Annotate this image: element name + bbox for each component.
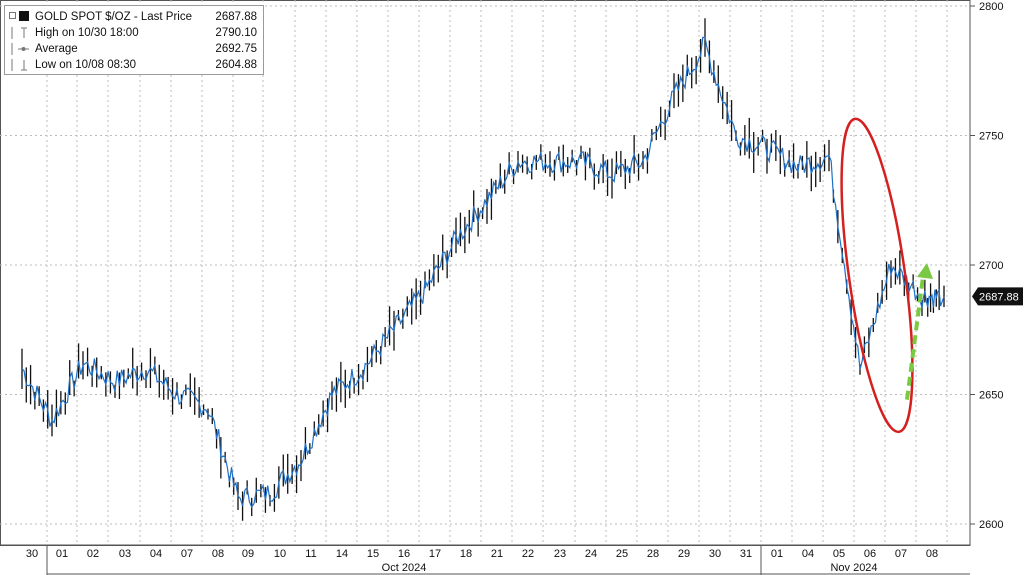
legend-series-label: GOLD SPOT $/OZ - Last Price [35, 11, 192, 23]
legend-series-value: 2687.88 [215, 11, 257, 23]
x-tick-label: 24 [585, 548, 597, 560]
x-tick-label: 04 [150, 548, 162, 560]
legend-series-row: GOLD SPOT $/OZ - Last Price 2687.88 [9, 9, 257, 25]
x-tick-label: 11 [305, 548, 316, 560]
x-tick-label: 09 [242, 548, 254, 560]
x-tick-label: 17 [429, 548, 441, 560]
y-tick-label: 2750 [979, 131, 1003, 143]
x-tick-label: 03 [119, 548, 131, 560]
average-marker-icon [11, 43, 29, 55]
drop-highlight-ellipse [840, 117, 914, 434]
x-tick-label: 30 [26, 548, 38, 560]
x-tick-label: 29 [678, 548, 690, 560]
low-marker-icon [11, 59, 27, 71]
chart-legend: GOLD SPOT $/OZ - Last Price 2687.88 High… [4, 5, 264, 75]
legend-high-row: High on 10/30 18:00 2790.10 [9, 25, 257, 41]
month-label: Oct 2024 [382, 562, 427, 574]
x-tick-label: 04 [802, 548, 814, 560]
x-tick-label: 01 [56, 548, 68, 560]
x-tick-label: 31 [740, 548, 752, 560]
plot-frame [0, 0, 971, 546]
x-tick-label: 28 [647, 548, 659, 560]
x-tick-label: 08 [212, 548, 224, 560]
high-marker-icon [11, 27, 27, 39]
x-tick-label: 23 [554, 548, 566, 560]
last-price-label: 2687.88 [979, 291, 1019, 303]
legend-low-value: 2604.88 [215, 59, 257, 71]
y-tick-label: 2800 [979, 1, 1003, 13]
rebound-arrow-shaft [905, 276, 925, 400]
rebound-arrow-head [917, 263, 933, 279]
x-tick-label: 16 [398, 548, 410, 560]
x-tick-label: 02 [87, 548, 99, 560]
legend-average-row: Average 2692.75 [9, 41, 257, 57]
x-tick-label: 14 [336, 548, 348, 560]
price-line [21, 36, 945, 509]
x-tick-label: 30 [709, 548, 721, 560]
legend-low-row: Low on 10/08 08:30 2604.88 [9, 57, 257, 73]
y-tick-label: 2700 [979, 260, 1003, 272]
x-tick-label: 21 [491, 548, 503, 560]
month-label: Nov 2024 [830, 562, 877, 574]
legend-low-label: Low on 10/08 08:30 [35, 59, 137, 71]
x-tick-label: 06 [864, 548, 876, 560]
x-tick-label: 07 [895, 548, 907, 560]
x-tick-label: 18 [460, 548, 472, 560]
x-tick-label: 01 [771, 548, 783, 560]
legend-toggle-icon[interactable] [9, 12, 16, 19]
legend-high-value: 2790.10 [215, 27, 257, 39]
series-swatch-icon [19, 11, 29, 21]
x-tick-label: 25 [616, 548, 628, 560]
legend-average-label: Average [35, 43, 78, 55]
x-tick-label: 22 [522, 548, 534, 560]
y-tick-label: 2600 [979, 519, 1003, 531]
legend-average-value: 2692.75 [215, 43, 257, 55]
x-tick-label: 05 [833, 548, 845, 560]
x-tick-label: 08 [926, 548, 938, 560]
y-tick-label: 2650 [979, 390, 1003, 402]
x-tick-label: 15 [367, 548, 379, 560]
x-tick-label: 07 [181, 548, 193, 560]
last-price-tag [972, 287, 1023, 306]
legend-high-label: High on 10/30 18:00 [35, 27, 139, 39]
x-tick-label: 10 [274, 548, 286, 560]
